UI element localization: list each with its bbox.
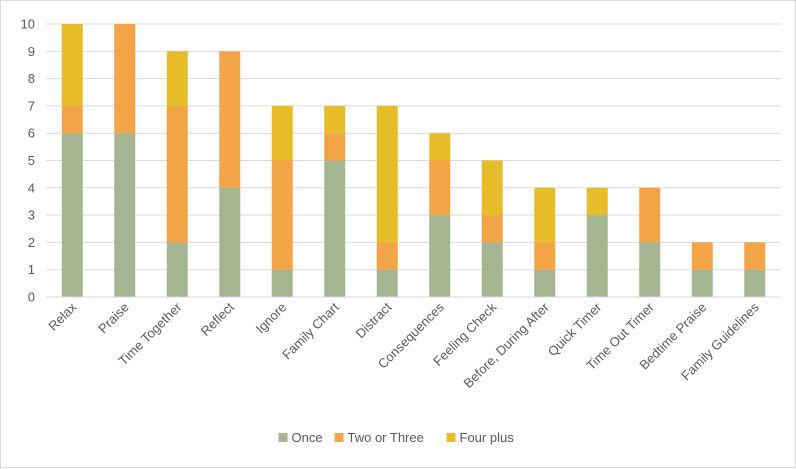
bar-bedtime-praise-once	[691, 269, 713, 297]
legend-label-four-plus: Four plus	[460, 430, 515, 445]
x-tick-label-family-chart: Family Chart	[279, 299, 342, 362]
bar-before-during-after-once	[534, 269, 556, 297]
bar-quick-timer-once	[586, 215, 608, 297]
bar-ignore-two-or-three	[271, 160, 293, 270]
bar-consequences-once	[429, 215, 451, 297]
legend-swatch-once	[278, 433, 288, 442]
bar-consequences-four-plus	[429, 133, 451, 161]
x-tick-label-distract: Distract	[353, 299, 395, 341]
bar-feeling-check-once	[481, 242, 503, 297]
x-tick-label-relax: Relax	[45, 299, 79, 333]
bar-quick-timer-four-plus	[586, 187, 608, 216]
legend-label-two-or-three: Two or Three	[348, 430, 424, 445]
legend-swatch-two-or-three	[334, 433, 344, 442]
bar-time-together-two-or-three	[166, 105, 188, 243]
bar-before-during-after-two-or-three	[534, 242, 556, 270]
y-tick-label-2: 2	[28, 235, 35, 250]
bar-bedtime-praise-two-or-three	[691, 242, 713, 270]
x-tick-label-praise: Praise	[95, 300, 132, 337]
bar-ignore-four-plus	[271, 105, 293, 161]
bar-relax-two-or-three	[61, 105, 83, 134]
bar-time-out-timer-once	[639, 242, 661, 297]
bar-distract-once	[376, 269, 398, 297]
y-tick-label-0: 0	[28, 290, 35, 305]
bar-family-chart-once	[324, 160, 346, 297]
y-tick-label-1: 1	[28, 262, 35, 277]
bar-consequences-two-or-three	[429, 160, 451, 216]
x-tick-label-ignore: Ignore	[253, 300, 290, 337]
y-tick-label-9: 9	[28, 44, 35, 59]
bar-relax-four-plus	[61, 24, 83, 106]
bar-before-during-after-four-plus	[534, 187, 556, 243]
bar-praise-once	[114, 133, 136, 297]
x-tick-label-reflect: Reflect	[198, 299, 237, 338]
bar-family-guidelines-once	[744, 269, 766, 297]
gridlines	[46, 23, 781, 298]
bar-time-together-four-plus	[166, 51, 188, 106]
legend: Once Two or Three Four plus	[278, 430, 515, 445]
bar-time-together-once	[166, 242, 188, 297]
y-tick-label-4: 4	[28, 180, 35, 195]
bar-relax-once	[61, 133, 83, 297]
y-tick-label-3: 3	[28, 208, 35, 223]
bars	[61, 24, 766, 297]
y-tick-label-7: 7	[28, 98, 35, 113]
bar-time-out-timer-two-or-three	[639, 187, 661, 243]
y-tick-label-8: 8	[28, 71, 35, 86]
bar-feeling-check-four-plus	[481, 160, 503, 216]
bar-praise-two-or-three	[114, 24, 136, 134]
y-tick-label-10: 10	[21, 17, 35, 32]
bar-reflect-once	[219, 187, 241, 297]
bar-ignore-once	[271, 269, 293, 297]
bar-family-guidelines-two-or-three	[744, 242, 766, 270]
legend-label-once: Once	[292, 430, 323, 445]
bar-family-chart-four-plus	[324, 105, 346, 134]
bar-reflect-two-or-three	[219, 51, 241, 188]
y-tick-label-6: 6	[28, 126, 35, 141]
legend-swatch-four-plus	[446, 433, 456, 442]
bar-family-chart-two-or-three	[324, 133, 346, 161]
bar-feeling-check-two-or-three	[481, 215, 503, 243]
bar-distract-two-or-three	[376, 242, 398, 270]
y-tick-label-5: 5	[28, 153, 35, 168]
bar-distract-four-plus	[376, 105, 398, 243]
